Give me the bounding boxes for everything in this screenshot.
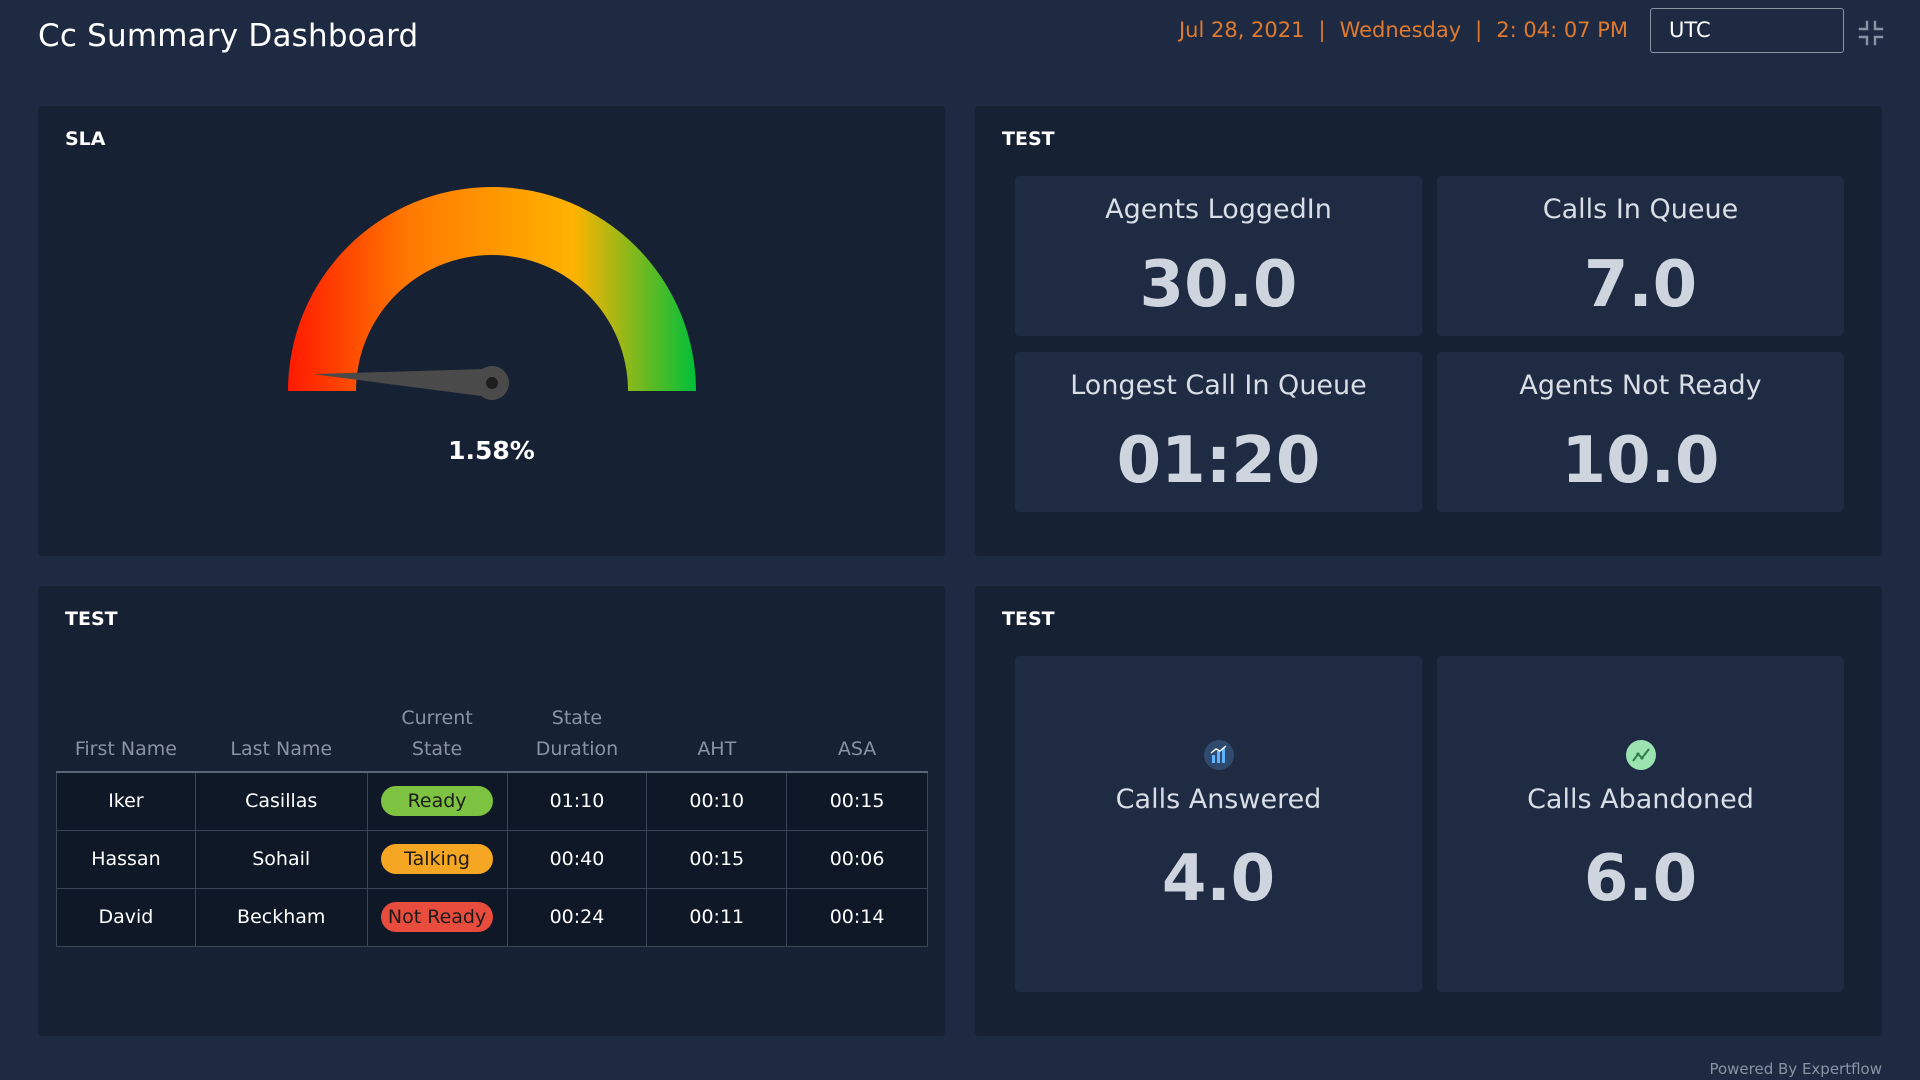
- panel-title: TEST: [65, 608, 118, 630]
- cell-aht: 00:10: [646, 771, 788, 831]
- table-row: Iker Casillas Ready 01:10 00:10 00:15: [56, 771, 928, 831]
- cell-duration: 00:40: [506, 829, 648, 889]
- cell-last-name: Sohail: [194, 829, 368, 889]
- cell-aht: 00:11: [646, 887, 788, 947]
- tile-value: 30.0: [1139, 248, 1298, 322]
- tile-label: Calls Abandoned: [1527, 784, 1754, 815]
- gauge-needle: [313, 366, 509, 400]
- state-badge: Ready: [381, 786, 494, 817]
- state-badge: Not Ready: [381, 902, 494, 932]
- footer-credit: Powered By Expertflow: [1709, 1060, 1882, 1078]
- table-row: David Beckham Not Ready 00:24 00:11 00:1…: [56, 887, 928, 947]
- sla-panel: SLA 1.58%: [38, 106, 945, 556]
- kpi-tile-agents-not-ready: Agents Not Ready 10.0: [1437, 352, 1844, 512]
- date-text: Jul 28, 2021: [1178, 18, 1305, 42]
- column-header[interactable]: First Name: [74, 738, 177, 760]
- panel-title: SLA: [65, 128, 106, 150]
- cell-asa: 00:15: [786, 771, 928, 831]
- agents-table: First Name Last Name Current State State D…: [56, 696, 928, 947]
- tile-value: 6.0: [1583, 842, 1698, 916]
- cell-aht: 00:15: [646, 829, 788, 889]
- cell-first-name: Iker: [56, 771, 196, 831]
- cell-first-name: David: [56, 887, 196, 947]
- column-header[interactable]: AHT: [697, 738, 737, 760]
- separator: |: [1475, 18, 1483, 42]
- cell-asa: 00:06: [786, 829, 928, 889]
- kpi-tile-calls-in-queue: Calls In Queue 7.0: [1437, 176, 1844, 336]
- panel-title: TEST: [1002, 128, 1055, 150]
- agents-panel: TEST First Name Last Name Current State S…: [38, 586, 945, 1036]
- table-header-row: First Name Last Name Current State State D…: [57, 696, 928, 772]
- state-badge: Talking: [381, 844, 494, 874]
- separator: |: [1318, 18, 1326, 42]
- kpi-tile-agents-logged-in: Agents LoggedIn 30.0: [1015, 176, 1422, 336]
- tile-label: Longest Call In Queue: [1070, 370, 1367, 401]
- bar-chart-icon: [1203, 740, 1234, 770]
- tile-calls-abandoned: Calls Abandoned 6.0: [1437, 656, 1844, 992]
- sla-value: 1.58%: [448, 436, 535, 465]
- cell-state: Talking: [366, 829, 508, 889]
- tile-calls-answered: Calls Answered 4.0: [1015, 656, 1422, 992]
- kpi-tile-longest-call: Longest Call In Queue 01:20: [1015, 352, 1422, 512]
- cell-asa: 00:14: [786, 887, 928, 947]
- calls-panel: TEST Calls Answered 4.0 Calls Abandoned …: [975, 586, 1882, 1036]
- table-row: Hassan Sohail Talking 00:40 00:15 00:06: [56, 829, 928, 889]
- cell-last-name: Beckham: [194, 887, 368, 947]
- column-header[interactable]: ASA: [837, 738, 877, 760]
- cell-duration: 01:10: [506, 771, 648, 831]
- time-text: 2: 04: 07 PM: [1496, 18, 1628, 42]
- line-chart-icon: [1625, 740, 1656, 770]
- cell-duration: 00:24: [506, 887, 648, 947]
- tile-value: 4.0: [1161, 842, 1276, 916]
- weekday-text: Wednesday: [1339, 18, 1462, 42]
- cell-first-name: Hassan: [56, 829, 196, 889]
- tile-label: Calls In Queue: [1542, 194, 1739, 225]
- column-header[interactable]: Last Name: [230, 738, 333, 760]
- datetime-display: Jul 28, 2021 | Wednesday | 2: 04: 07 PM: [1179, 18, 1628, 42]
- collapse-icon[interactable]: [1858, 20, 1884, 46]
- sla-gauge: [288, 187, 696, 400]
- tile-label: Agents Not Ready: [1519, 370, 1762, 401]
- tile-value: 7.0: [1583, 248, 1698, 322]
- page-title: Cc Summary Dashboard: [38, 18, 419, 54]
- gauge-arc: [288, 187, 696, 391]
- tile-value: 01:20: [1116, 424, 1321, 498]
- tile-value: 10.0: [1561, 424, 1720, 498]
- kpi-panel: TEST Agents LoggedIn 30.0 Calls In Queue…: [975, 106, 1882, 556]
- tile-label: Agents LoggedIn: [1105, 194, 1332, 225]
- cell-state: Ready: [366, 771, 508, 831]
- cell-last-name: Casillas: [194, 771, 368, 831]
- column-header[interactable]: State Duration: [535, 707, 619, 760]
- column-header[interactable]: Current State: [401, 707, 473, 760]
- tile-label: Calls Answered: [1115, 784, 1322, 815]
- cell-state: Not Ready: [366, 887, 508, 947]
- panel-title: TEST: [1002, 608, 1055, 630]
- timezone-select[interactable]: UTC: [1650, 8, 1844, 53]
